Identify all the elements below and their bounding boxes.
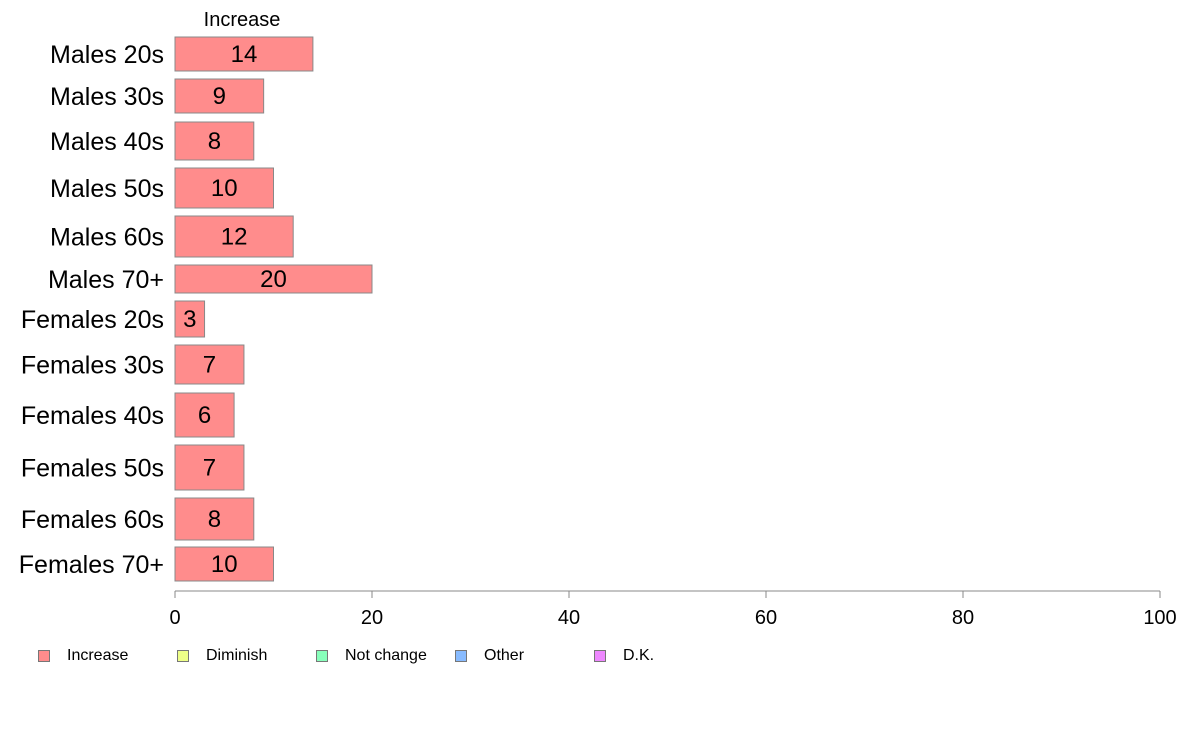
bar-value-label: 8 bbox=[208, 128, 221, 155]
bar-value-label: 12 bbox=[221, 224, 248, 251]
bar-value-label: 9 bbox=[213, 83, 226, 110]
legend-item: D.K. bbox=[594, 645, 654, 667]
legend-item: Increase bbox=[38, 645, 128, 667]
category-label: Females 60s bbox=[21, 506, 164, 534]
legend-item: Other bbox=[455, 645, 524, 667]
category-label: Females 30s bbox=[21, 352, 164, 380]
bar-males-50s bbox=[174, 167, 274, 209]
bar-males-60s bbox=[174, 215, 294, 258]
bar-females-60s bbox=[174, 497, 255, 541]
legend-swatch bbox=[316, 650, 328, 662]
category-label: Males 20s bbox=[50, 41, 164, 69]
category-label: Females 20s bbox=[21, 306, 164, 334]
bar-males-30s bbox=[174, 78, 265, 114]
bar-males-20s bbox=[174, 36, 314, 72]
category-label: Females 70+ bbox=[19, 551, 164, 579]
bar-females-40s bbox=[174, 392, 235, 438]
legend-swatch bbox=[455, 650, 467, 662]
legend-swatch bbox=[594, 650, 606, 662]
legend-label: Not change bbox=[345, 647, 427, 664]
legend-item: Diminish bbox=[177, 645, 267, 667]
bar-females-30s bbox=[174, 344, 245, 385]
category-label: Males 60s bbox=[50, 224, 164, 252]
bar-females-20s bbox=[174, 300, 206, 338]
bar-value-label: 14 bbox=[231, 41, 258, 68]
legend-swatch bbox=[177, 650, 189, 662]
category-label: Females 40s bbox=[21, 402, 164, 430]
x-axis-tick-label: 20 bbox=[361, 607, 383, 629]
bar-value-label: 7 bbox=[203, 352, 216, 379]
bar-value-label: 10 bbox=[211, 551, 238, 578]
category-label: Males 40s bbox=[50, 128, 164, 156]
category-label: Males 50s bbox=[50, 175, 164, 203]
bar-value-label: 20 bbox=[260, 266, 287, 293]
legend-swatch bbox=[38, 650, 50, 662]
bar-females-70- bbox=[174, 546, 274, 582]
bar-males-40s bbox=[174, 121, 255, 161]
legend-label: Diminish bbox=[206, 647, 268, 664]
legend-label: Other bbox=[484, 647, 525, 664]
x-axis-tick-label: 80 bbox=[952, 607, 974, 629]
bar-value-label: 8 bbox=[208, 506, 221, 533]
x-axis-tick-label: 40 bbox=[558, 607, 580, 629]
bar-value-label: 6 bbox=[198, 402, 211, 429]
bar-males-70- bbox=[174, 264, 373, 294]
legend-item: Not change bbox=[316, 645, 427, 667]
x-axis: 0 20 40 60 80 100 bbox=[169, 590, 1177, 629]
x-axis-tick-label: 0 bbox=[169, 607, 180, 629]
legend-label: Increase bbox=[67, 647, 129, 664]
category-label: Males 30s bbox=[50, 83, 164, 111]
bar-value-label: 10 bbox=[211, 175, 238, 202]
category-label: Females 50s bbox=[21, 455, 164, 483]
category-label: Males 70+ bbox=[48, 266, 164, 294]
category-labels: Males 20s Males 30s Males 40s Males 50s Male… bbox=[19, 41, 164, 579]
legend: Increase Diminish Not change Other D.K. bbox=[38, 645, 738, 669]
bar-value-label: 3 bbox=[183, 306, 196, 333]
bar-females-50s bbox=[174, 444, 245, 491]
series-header-label: Increase bbox=[204, 9, 281, 31]
x-axis-tick-label: 60 bbox=[755, 607, 777, 629]
bar-value-label: 7 bbox=[203, 455, 216, 482]
x-axis-tick-label: 100 bbox=[1143, 607, 1176, 629]
legend-label: D.K. bbox=[623, 647, 655, 664]
